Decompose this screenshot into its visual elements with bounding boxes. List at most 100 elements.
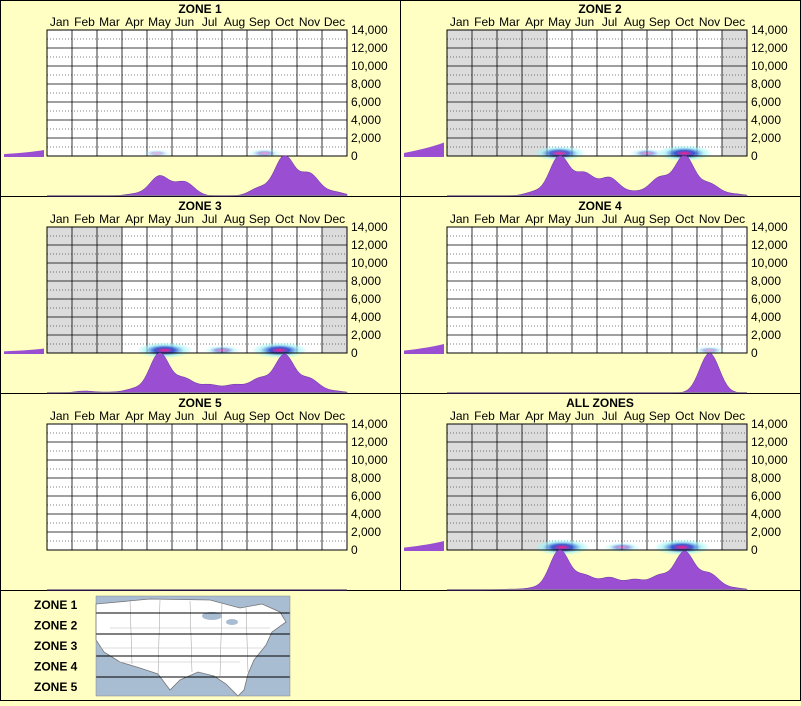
- y-tick-label: 8,000: [351, 471, 381, 485]
- y-tick-label: 12,000: [351, 41, 388, 55]
- y-tick-label: 6,000: [751, 489, 781, 503]
- month-label: Sep: [649, 409, 671, 423]
- zone-legend-label: ZONE 1: [34, 598, 78, 612]
- month-label: Jun: [175, 409, 194, 423]
- month-label: Dec: [724, 409, 745, 423]
- month-label: Jan: [450, 15, 469, 29]
- shaded-month: [472, 30, 497, 156]
- shaded-month: [722, 30, 747, 156]
- month-label: May: [148, 212, 171, 226]
- month-label: Dec: [724, 212, 745, 226]
- month-label: Jun: [575, 15, 594, 29]
- month-label: Dec: [324, 15, 345, 29]
- month-label: Jan: [50, 15, 69, 29]
- y-tick-label: 14,000: [751, 417, 788, 431]
- month-label: May: [548, 212, 571, 226]
- month-label: Feb: [74, 212, 95, 226]
- month-label: Feb: [74, 15, 95, 29]
- shaded-month: [97, 227, 122, 353]
- y-tick-label: 4,000: [751, 113, 781, 127]
- shaded-month: [322, 227, 347, 353]
- map-lake: [226, 619, 238, 625]
- plot-border: [46, 29, 348, 157]
- y-tick-label: 8,000: [351, 77, 381, 91]
- y-tick-label: 0: [351, 346, 358, 360]
- month-label: Sep: [249, 409, 271, 423]
- month-label: Sep: [249, 212, 271, 226]
- month-label: Jul: [202, 409, 217, 423]
- y-tick-label: 0: [751, 149, 758, 163]
- y-tick-label: 6,000: [351, 489, 381, 503]
- y-tick-label: 10,000: [751, 59, 788, 73]
- map-state-line: [245, 605, 249, 673]
- month-label: May: [548, 15, 571, 29]
- y-tick-label: 10,000: [351, 453, 388, 467]
- y-tick-label: 12,000: [751, 238, 788, 252]
- plot-border: [46, 423, 348, 551]
- hotspot: [203, 345, 241, 356]
- y-tick-label: 10,000: [751, 453, 788, 467]
- y-tick-label: 2,000: [751, 525, 781, 539]
- month-label: Jan: [450, 409, 469, 423]
- y-tick-label: 0: [351, 149, 358, 163]
- y-tick-label: 0: [751, 543, 758, 557]
- map-state-line: [129, 599, 133, 665]
- panel-3: ZONE 3 Jan Feb Mar Apr May Jun Jul Aug Sep Oct Nov D…: [4, 199, 388, 394]
- month-label: Aug: [224, 409, 245, 423]
- zone-legend-label: ZONE 5: [34, 680, 78, 694]
- month-label: Jun: [575, 409, 594, 423]
- month-label: Sep: [249, 15, 271, 29]
- shaded-month: [497, 30, 522, 156]
- hotspot: [534, 539, 590, 556]
- month-label: Oct: [675, 15, 694, 29]
- y-tick-label: 6,000: [751, 292, 781, 306]
- y-tick-label: 8,000: [751, 471, 781, 485]
- month-label: Oct: [675, 212, 694, 226]
- month-label: Mar: [499, 15, 520, 29]
- month-label: Oct: [675, 409, 694, 423]
- month-label: Jun: [175, 212, 194, 226]
- elevation-density: [4, 348, 44, 354]
- elevation-density: [4, 150, 44, 157]
- month-label: Apr: [125, 15, 144, 29]
- y-tick-label: 6,000: [751, 95, 781, 109]
- hotspot: [656, 145, 713, 162]
- month-label: Oct: [275, 212, 294, 226]
- month-label: Oct: [275, 15, 294, 29]
- us-map: [95, 595, 291, 697]
- month-label: Dec: [324, 409, 345, 423]
- month-label: Dec: [724, 15, 745, 29]
- month-label: Jul: [202, 15, 217, 29]
- month-label: Nov: [299, 15, 320, 29]
- y-tick-label: 10,000: [351, 59, 388, 73]
- panel-title: ZONE 3: [178, 199, 222, 213]
- month-label: Aug: [224, 212, 245, 226]
- panel-title: ZONE 2: [578, 2, 622, 16]
- plot-border: [446, 226, 748, 354]
- month-label: May: [148, 15, 171, 29]
- y-tick-label: 6,000: [351, 95, 381, 109]
- y-tick-label: 12,000: [351, 435, 388, 449]
- month-label: Jan: [50, 409, 69, 423]
- y-tick-label: 2,000: [351, 131, 381, 145]
- hotspot: [654, 539, 710, 556]
- hotspot: [142, 149, 172, 158]
- y-tick-label: 12,000: [351, 238, 388, 252]
- hotspot: [693, 346, 726, 355]
- elevation-density: [404, 541, 444, 551]
- month-label: May: [148, 409, 171, 423]
- zone-legend-label: ZONE 3: [34, 639, 78, 653]
- y-tick-label: 2,000: [751, 328, 781, 342]
- month-label: Mar: [99, 15, 120, 29]
- y-tick-label: 4,000: [351, 310, 381, 324]
- y-tick-label: 8,000: [751, 274, 781, 288]
- y-tick-label: 4,000: [751, 310, 781, 324]
- y-tick-label: 8,000: [751, 77, 781, 91]
- y-tick-label: 14,000: [351, 23, 388, 37]
- panel-title: ZONE 4: [578, 199, 622, 213]
- shaded-month: [722, 424, 747, 550]
- month-label: Nov: [299, 409, 320, 423]
- month-label: Sep: [649, 15, 671, 29]
- month-density: [47, 352, 348, 394]
